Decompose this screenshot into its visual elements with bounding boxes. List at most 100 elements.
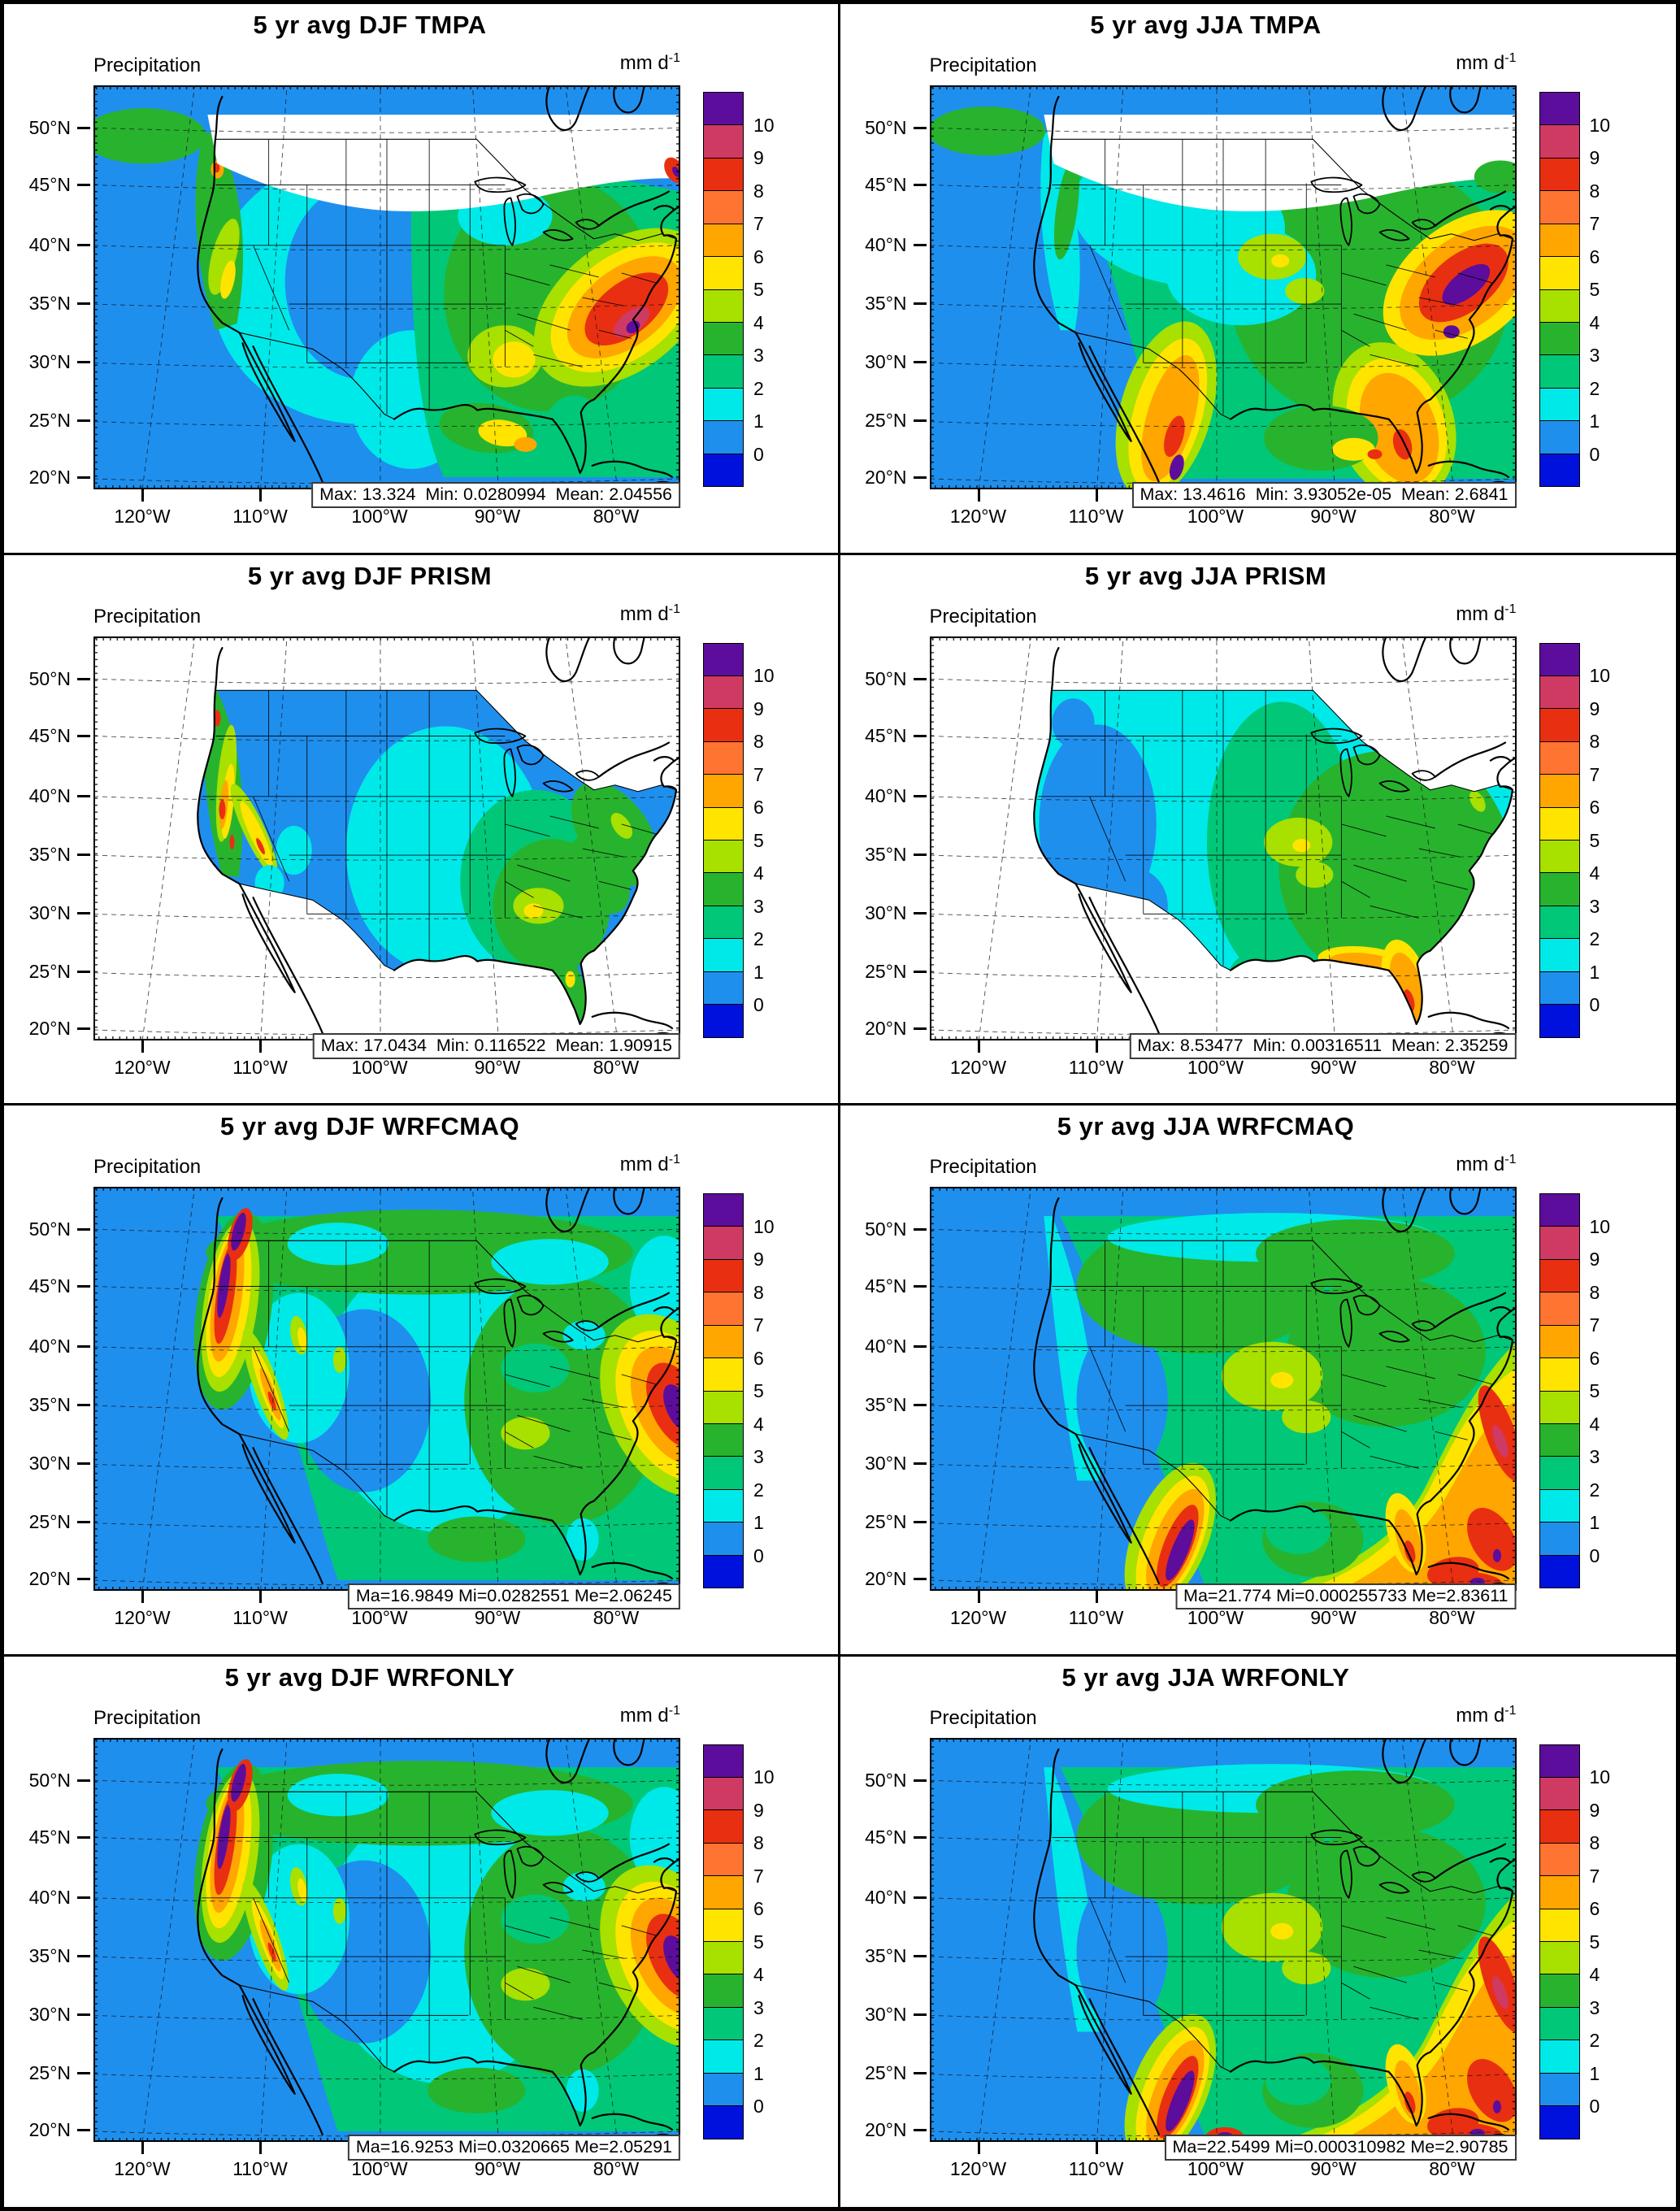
colorbar-tick-label: 0 [753,1544,764,1566]
y-tick-mark [77,2071,90,2074]
colorbar-tick-label: 2 [1589,928,1600,949]
y-tick-label: 35°N [865,293,907,314]
colorbar-tick-label: 0 [1589,994,1600,1015]
colorbar-cell [703,1809,744,1844]
colorbar-tick-label: 3 [753,1446,764,1467]
colorbar-tick-label: 2 [1589,1479,1600,1501]
y-tick-label: 40°N [865,784,907,806]
y-axis: 50°N 45°N 40°N 35°N 30°N 25°N 20°N [4,85,92,489]
colorbar-tick-label: 10 [1589,665,1611,686]
y-tick-label: 45°N [865,174,907,195]
x-tick-label: 80°W [1429,2157,1475,2179]
x-tick-mark [977,1040,980,1053]
x-axis: 120°W 110°W 100°W 90°W 80°W [930,489,1517,540]
x-tick-mark [259,1591,262,1603]
colorbar-cell [703,1258,744,1293]
y-tick-label: 40°N [865,234,907,255]
y-tick-mark [77,1954,90,1957]
map-djf-tmpa [93,85,680,489]
variable-label: Precipitation [93,605,202,628]
colorbar-tick-label: 5 [753,829,764,851]
x-tick-label: 120°W [949,2157,1007,2179]
y-tick-mark [77,970,90,973]
y-tick-mark [913,1345,927,1348]
y-tick-label: 20°N [865,1568,907,1589]
panel-title: 5 yr avg JJA WRFCMAQ [1057,1112,1355,1140]
colorbar-cell [703,387,744,422]
colorbar-tick-label: 5 [1589,279,1600,300]
x-tick-label: 120°W [114,506,171,527]
variable-label: Precipitation [93,1156,202,1178]
y-tick-mark [913,476,927,479]
colorbar-tick-label: 9 [753,147,764,168]
y-axis: 50°N 45°N 40°N 35°N 30°N 25°N 20°N [4,1738,92,2142]
x-tick-label: 90°W [474,1056,521,1078]
x-tick-label: 90°W [1310,1607,1357,1628]
y-tick-label: 30°N [865,351,907,372]
units-label: mm d-1 [1456,1153,1517,1175]
colorbar-cell [703,289,744,323]
colorbar-cell [703,2072,744,2107]
y-tick-label: 50°N [865,667,907,689]
colorbar-tick-label: 0 [753,994,764,1015]
y-tick-label: 50°N [28,117,71,138]
y-tick-mark [913,1954,927,1957]
colorbar-cell [703,708,744,742]
y-tick-mark [913,244,927,246]
colorbar-tick-label: 7 [753,1314,764,1336]
colorbar-cell [703,1423,744,1457]
y-tick-mark [77,1835,90,1839]
y-tick-mark [913,1285,927,1288]
colorbar-tick-label: 10 [1589,1215,1611,1237]
colorbar-cell [703,1004,744,1038]
map-djf-wrfcmaq [93,1187,680,1591]
stats-box: Ma=22.5499 Mi=0.000310982 Me=2.90785 [1164,2134,1517,2161]
colorbar-cell [1539,1226,1580,1260]
colorbar-cell [1539,354,1580,389]
colorbar-tick-label: 7 [1589,213,1600,234]
colorbar-cell [703,2039,744,2074]
x-tick-mark [1095,1040,1098,1053]
y-tick-mark [913,1779,927,1782]
x-tick-mark [259,489,262,502]
y-tick-mark [913,184,927,186]
colorbar-tick-label: 8 [753,731,764,752]
colorbar [703,1193,744,1589]
y-tick-mark [913,853,927,856]
colorbar-cell [1539,190,1580,224]
stats-box: Ma=16.9253 Mi=0.0320665 Me=2.05291 [347,2134,680,2161]
colorbar-cell [703,971,744,1006]
colorbar-labels: 10 9 8 7 6 5 4 3 2 1 0 [1590,643,1639,1038]
y-tick-mark [77,911,90,914]
x-axis: 120°W 110°W 100°W 90°W 80°W [930,1591,1517,1641]
units-label: mm d-1 [1456,1703,1517,1727]
panel-djf-prism: 5 yr avg DJF PRISM Precipitation mm d-1 … [4,554,840,1106]
x-tick-label: 80°W [593,1056,640,1078]
colorbar-labels: 10 9 8 7 6 5 4 3 2 1 0 [753,1193,802,1588]
x-tick-mark [141,1040,144,1053]
variable-label: Precipitation [929,54,1037,76]
y-tick-mark [913,361,927,363]
colorbar-cell [1539,256,1580,290]
x-tick-mark [1095,1591,1098,1603]
y-tick-label: 50°N [28,1769,71,1791]
panel-djf-tmpa: 5 yr avg DJF TMPA Precipitation mm d-1 5… [4,4,840,555]
y-tick-mark [77,794,90,797]
panel-title: 5 yr avg DJF WRFCMAQ [219,1112,520,1140]
colorbar-tick-label: 0 [1589,2096,1600,2117]
y-tick-mark [77,1228,90,1231]
colorbar-cell [1539,872,1580,906]
colorbar-tick-label: 1 [753,961,764,983]
colorbar-cell [1539,157,1580,192]
colorbar-cell [1539,840,1580,874]
y-tick-label: 30°N [28,2003,71,2025]
x-tick-label: 120°W [949,506,1007,527]
y-tick-mark [77,127,90,129]
x-tick-label: 80°W [1429,506,1475,527]
colorbar-tick-label: 6 [1589,1347,1600,1369]
y-tick-mark [77,734,90,737]
colorbar-tick-label: 7 [753,1865,764,1887]
y-tick-label: 25°N [28,410,71,431]
colorbar-cell [703,938,744,972]
x-tick-label: 80°W [1429,1607,1475,1628]
